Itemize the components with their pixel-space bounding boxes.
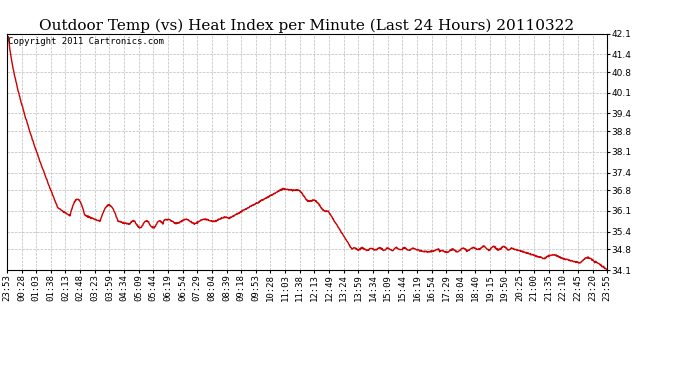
Title: Outdoor Temp (vs) Heat Index per Minute (Last 24 Hours) 20110322: Outdoor Temp (vs) Heat Index per Minute … — [39, 18, 575, 33]
Text: Copyright 2011 Cartronics.com: Copyright 2011 Cartronics.com — [8, 37, 164, 46]
